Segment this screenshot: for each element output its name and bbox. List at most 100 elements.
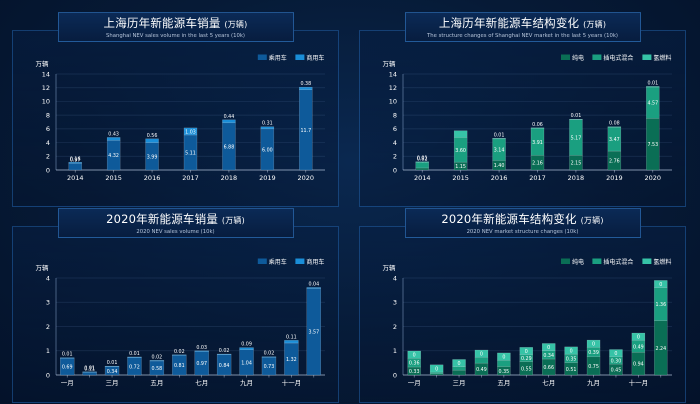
bar-segment	[183, 127, 198, 136]
y-tick-label: 6	[393, 125, 397, 133]
x-tick-label: 一月	[408, 379, 421, 387]
legend: 氢燃料 插电式混合 纯电	[561, 258, 671, 266]
data-label: 0	[592, 342, 595, 348]
data-label: 0.16	[70, 156, 81, 162]
data-label: 0.01	[494, 132, 505, 138]
bar-segment	[609, 349, 623, 358]
panel-subtitle: Shanghai NEV sales volume in the last 5 …	[106, 33, 245, 39]
data-label: 0.39	[588, 350, 599, 356]
panel-title-box: 2020年新能源车销量 (万辆) 2020 NEV sales volume (…	[57, 208, 294, 238]
x-tick-label: 2020	[298, 174, 315, 182]
data-label: 0	[525, 349, 528, 355]
bar-segment	[127, 356, 142, 358]
panel-title: 上海历年新能源车销量 (万辆)	[103, 16, 248, 30]
panel-title-box: 2020年新能源车结构变化 (万辆) 2020 NEV market struc…	[404, 208, 641, 238]
legend-swatch	[295, 54, 305, 60]
data-label: 0.08	[609, 121, 620, 127]
data-label: 5.11	[185, 150, 196, 156]
bar-segment	[564, 346, 578, 355]
data-label: 0.03	[196, 345, 207, 351]
data-label: 1.32	[286, 357, 297, 363]
data-label: 0.01	[107, 360, 118, 366]
x-tick-label: 五月	[150, 379, 163, 387]
data-label: 4.32	[108, 153, 119, 159]
data-label: 3.14	[494, 148, 505, 154]
legend-label: 插电式混合	[603, 258, 633, 266]
bar-segment	[82, 372, 97, 376]
data-label: 0.81	[174, 363, 185, 369]
bar-segment	[492, 138, 506, 140]
y-tick-label: 0	[46, 166, 50, 174]
data-label: 0.02	[152, 354, 163, 360]
legend-label: 插电式混合	[603, 54, 633, 62]
data-label: 0.35	[566, 356, 577, 362]
y-tick-label: 0	[393, 371, 397, 379]
y-tick-label: 3	[393, 299, 397, 307]
y-tick-label: 0	[46, 371, 50, 379]
data-label: 3.47	[609, 137, 620, 143]
data-label: 0.94	[633, 362, 644, 368]
legend-label: 氢燃料	[653, 54, 671, 62]
data-label: 0.01	[129, 351, 140, 357]
data-label: 0.97	[70, 157, 81, 163]
data-label: 1.03	[185, 129, 196, 135]
chart-sales-5-years: 万辆 0 2 4 6 8 10 12 14 商用车 乘用车 0.970.16 2014 4.32 0.43 2…	[36, 54, 325, 182]
data-label: 0.49	[633, 344, 644, 350]
bar-segment	[429, 364, 444, 373]
y-tick-label: 2	[46, 323, 50, 331]
data-label: 1.04	[241, 360, 252, 366]
data-label: 0	[480, 352, 483, 358]
data-label: 2.15	[571, 161, 582, 167]
data-label: 0	[659, 282, 662, 288]
data-label: 1.15	[455, 164, 466, 170]
x-tick-label: 一月	[61, 379, 74, 387]
legend-label: 纯电	[572, 54, 584, 62]
panel-title-box: 上海历年新能源车销量 (万辆) Shanghai NEV sales volum…	[57, 12, 294, 42]
panel-title: 2020年新能源车销量 (万辆)	[106, 212, 245, 226]
x-tick-label: 2014	[67, 174, 84, 182]
data-label: 0.72	[129, 364, 140, 370]
panel-title: 上海历年新能源车结构变化 (万辆)	[438, 16, 607, 30]
panel-subtitle: The structure changes of Shanghai NEV ma…	[427, 33, 618, 39]
bar-segment	[452, 366, 466, 371]
bar-segment	[407, 350, 421, 359]
y-tick-label: 12	[389, 84, 397, 92]
y-tick-label: 14	[389, 70, 397, 78]
y-tick-label: 6	[46, 125, 50, 133]
y-tick-label: 10	[389, 98, 397, 106]
legend-label: 商用车	[306, 54, 324, 62]
data-label: 0	[637, 335, 640, 341]
bar-segment	[654, 280, 668, 288]
data-label: 2.24	[655, 346, 666, 352]
data-label: 3.60	[455, 148, 466, 154]
chart-sales-2020: 万辆01234商用车乘用车0.690.01一月0.110.010.340.01三…	[36, 258, 325, 387]
y-tick-label: 4	[393, 139, 397, 147]
data-label: 0.44	[224, 114, 235, 120]
bar-segment	[453, 130, 468, 138]
y-tick-label: 4	[46, 274, 50, 282]
y-tick-label: 2	[46, 153, 50, 161]
bar-segment	[299, 86, 313, 90]
data-label: 0.30	[611, 358, 622, 364]
data-label: 0	[547, 345, 550, 351]
panel-structure-5-years: 上海历年新能源车结构变化 (万辆) The structure changes …	[359, 12, 686, 207]
legend-swatch	[257, 54, 267, 60]
x-tick-label: 五月	[497, 379, 510, 387]
bar-segment	[607, 126, 622, 128]
bar-segment	[306, 287, 321, 289]
data-label: 0.84	[219, 363, 230, 369]
x-tick-label: 九月	[587, 378, 600, 387]
x-tick-label: 2016	[491, 174, 508, 182]
data-label: 0.02	[219, 348, 230, 354]
x-tick-label: 2015	[105, 174, 122, 182]
bar-segment	[216, 353, 232, 355]
bar-segment	[104, 365, 120, 367]
x-tick-label: 2014	[414, 174, 431, 182]
data-label: 1.36	[655, 302, 666, 308]
legend-label: 商用车	[306, 258, 324, 266]
bar-segment	[530, 127, 545, 129]
y-tick-label: 3	[46, 299, 50, 307]
x-tick-label: 九月	[240, 378, 253, 387]
data-label: 1.40	[494, 163, 505, 169]
panel-sales-2020: 2020年新能源车销量 (万辆) 2020 NEV sales volume (…	[12, 208, 339, 403]
